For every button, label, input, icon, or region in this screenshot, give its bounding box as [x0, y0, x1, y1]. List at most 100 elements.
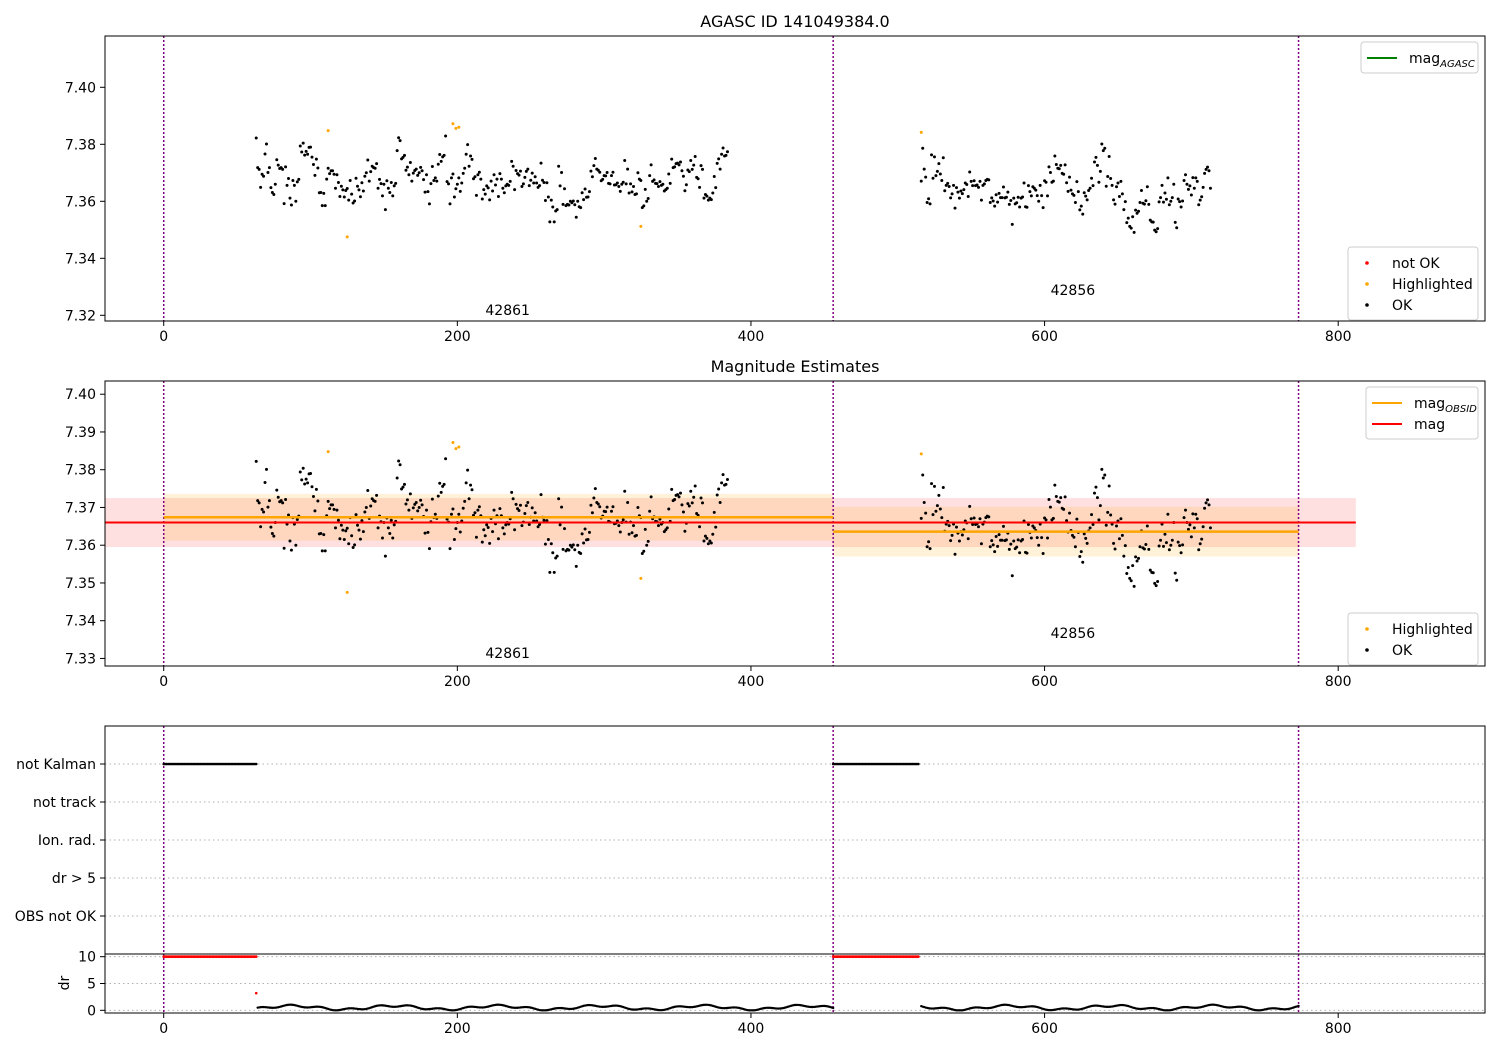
- ok-point: [405, 165, 409, 169]
- ok-point: [275, 488, 279, 492]
- ok-point: [397, 136, 401, 140]
- ok-point: [1104, 184, 1108, 188]
- ok-point: [1009, 198, 1013, 202]
- ok-point: [947, 184, 951, 188]
- ok-point: [445, 180, 449, 184]
- ok-point: [1184, 173, 1188, 177]
- panel-flags: not Kalman not track Ion. rad. dr > 5 OBS no…: [15, 725, 1486, 955]
- x-tick-label: 800: [1325, 329, 1352, 345]
- ok-point: [689, 159, 693, 163]
- ok-point: [1166, 176, 1170, 180]
- ok-point: [339, 523, 343, 527]
- ok-point: [260, 507, 264, 511]
- ok-point: [696, 177, 700, 181]
- ok-point: [621, 180, 625, 184]
- ok-point: [1025, 551, 1029, 555]
- ok-point: [725, 478, 729, 482]
- ok-point: [309, 145, 313, 149]
- ok-point: [264, 142, 268, 146]
- ok-point: [385, 179, 389, 183]
- ok-point: [383, 554, 387, 558]
- ok-point: [448, 547, 452, 551]
- ok-point: [477, 170, 481, 174]
- highlighted-point: [457, 125, 461, 129]
- ok-point: [358, 537, 362, 541]
- legend-dot-marker: [1365, 648, 1369, 652]
- ok-point: [363, 174, 367, 178]
- ok-point: [648, 174, 652, 178]
- ok-point: [1072, 193, 1076, 197]
- dr-capped-point: [254, 955, 258, 959]
- ok-point: [1134, 555, 1138, 559]
- ok-point: [1004, 195, 1008, 199]
- ok-point: [1120, 533, 1124, 537]
- ok-point: [527, 522, 531, 526]
- ok-point: [563, 187, 567, 191]
- y-tick-label: 7.33: [65, 651, 96, 667]
- ok-point: [1073, 545, 1077, 549]
- ok-point: [361, 189, 365, 193]
- ok-point: [489, 179, 493, 183]
- ok-point: [311, 495, 315, 499]
- highlighted-point: [345, 235, 349, 239]
- ok-point: [369, 170, 373, 174]
- ok-point: [496, 194, 500, 198]
- ok-point: [1189, 193, 1193, 197]
- ok-point: [316, 499, 320, 503]
- ok-point: [439, 490, 443, 494]
- ok-point: [535, 181, 539, 185]
- ok-point: [703, 534, 707, 538]
- ok-point: [297, 177, 301, 181]
- ok-point: [524, 169, 528, 173]
- ok-point: [1154, 230, 1158, 234]
- ok-point: [618, 530, 622, 534]
- ok-point: [303, 153, 307, 157]
- ok-point: [357, 528, 361, 532]
- ok-point: [276, 163, 280, 167]
- ok-point: [960, 533, 964, 537]
- ok-point: [464, 481, 468, 485]
- ok-point: [1006, 190, 1010, 194]
- ok-point: [717, 157, 721, 161]
- ok-point: [574, 215, 578, 219]
- ok-point: [284, 165, 288, 169]
- ok-point: [1018, 205, 1022, 209]
- ok-point: [1112, 198, 1116, 202]
- ok-point: [580, 532, 584, 536]
- ok-point: [295, 518, 299, 522]
- ok-point: [395, 476, 399, 480]
- ok-point: [338, 537, 342, 541]
- ok-point: [482, 188, 486, 192]
- ok-point: [476, 173, 480, 177]
- ok-point: [451, 172, 455, 176]
- ok-point: [987, 178, 991, 182]
- ok-point: [521, 182, 525, 186]
- ok-point: [956, 190, 960, 194]
- figure-title: AGASC ID 141049384.0: [700, 12, 889, 31]
- ok-point: [1059, 496, 1063, 500]
- ok-point: [1203, 506, 1207, 510]
- ok-point: [587, 190, 591, 194]
- ok-point: [711, 532, 715, 536]
- ok-point: [316, 166, 320, 170]
- ok-point: [425, 173, 429, 177]
- ok-point: [1085, 541, 1089, 545]
- ok-point: [463, 499, 467, 503]
- ok-point: [1072, 535, 1076, 539]
- ok-point: [718, 167, 722, 171]
- ok-point: [934, 174, 938, 178]
- ok-point: [523, 175, 527, 179]
- legend-label: Highlighted: [1392, 622, 1473, 638]
- ok-point: [922, 501, 926, 505]
- ok-point: [1082, 532, 1086, 536]
- ok-point: [953, 552, 957, 556]
- ok-point: [416, 509, 420, 513]
- ok-point: [474, 535, 478, 539]
- ok-point: [256, 499, 260, 503]
- ok-point: [466, 143, 470, 147]
- ok-point: [1112, 541, 1116, 545]
- ok-point: [1169, 543, 1173, 547]
- ok-point: [339, 184, 343, 188]
- ok-point: [1113, 547, 1117, 551]
- ok-point: [401, 485, 405, 489]
